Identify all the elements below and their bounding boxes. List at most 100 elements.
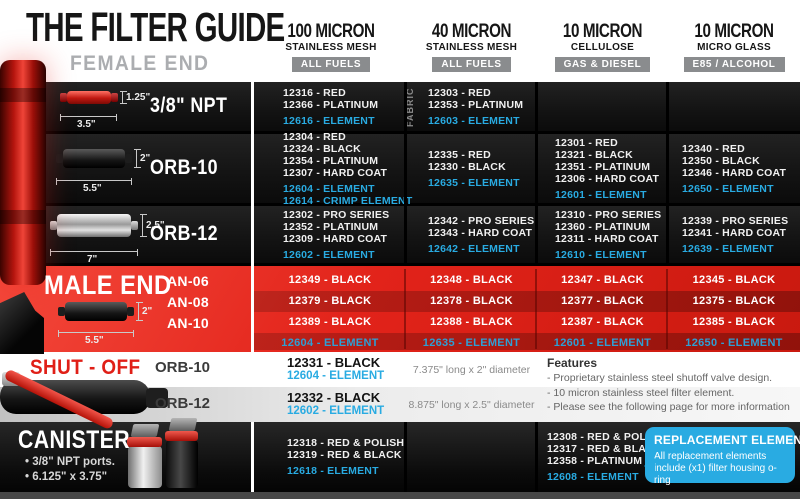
column-divider bbox=[535, 269, 537, 349]
part-number: 12351 - PLATINUM bbox=[555, 160, 651, 173]
cell-an10-microglass: 12385 - BLACK bbox=[692, 316, 776, 328]
fuel-badge: GAS & DIESEL bbox=[554, 57, 651, 72]
column-header-10-micron-microglass: 10 MICRON MICRO GLASS E85 / ALCOHOL bbox=[668, 22, 800, 72]
label-data-divider bbox=[251, 422, 254, 492]
part-number: 12304 - RED bbox=[283, 130, 346, 143]
row-stripe bbox=[253, 333, 800, 350]
npt-filter-illustration: 1.25" 3.5" bbox=[60, 91, 150, 130]
cell-an06-100micron: 12349 - BLACK bbox=[288, 274, 372, 286]
orb10-filter-illustration: 2" 5.5" bbox=[56, 149, 150, 194]
part-number: 12301 - RED bbox=[555, 136, 618, 149]
cell-orb10-microglass: 12340 - RED 12350 - BLACK 12346 - HARD COA… bbox=[669, 134, 797, 203]
canister-photo-polished bbox=[127, 424, 163, 488]
column-micron: 10 MICRON bbox=[562, 21, 643, 42]
part-number: 12303 - RED bbox=[428, 86, 491, 99]
part-number: 12358 - PLATINUM bbox=[547, 455, 643, 467]
element-cell-40micron: 12635 - ELEMENT bbox=[422, 337, 521, 349]
element-part-number: 12618 - ELEMENT bbox=[287, 465, 379, 477]
row-label-npt: 3/8" NPT bbox=[150, 94, 228, 117]
section-label-female-end: FEMALE END bbox=[70, 52, 210, 75]
part-number: 12311 - HARD COAT bbox=[555, 232, 659, 245]
part-number: 12318 - RED & POLISH bbox=[287, 437, 405, 449]
part-number: 12335 - RED bbox=[428, 148, 491, 161]
cell-orb12-cellulose: 12310 - PRO SERIES 12360 - PLATINUM 12311 … bbox=[539, 206, 667, 263]
dim-length: 7" bbox=[87, 254, 98, 265]
fuel-badge: ALL FUELS bbox=[291, 57, 371, 72]
element-cell-cellulose: 12601 - ELEMENT bbox=[553, 337, 652, 349]
row-label-an08: AN-08 bbox=[167, 294, 209, 310]
part-number: 12360 - PLATINUM bbox=[555, 220, 651, 233]
shutoff-valve-tip bbox=[146, 388, 168, 408]
element-part-number: 12604 - ELEMENT bbox=[287, 370, 385, 382]
callout-body: All replacement elements include (x1) fi… bbox=[654, 451, 777, 486]
dim-height: 2" bbox=[140, 153, 151, 164]
row-label-an06: AN-06 bbox=[167, 273, 209, 289]
dim-length: 5.5" bbox=[83, 183, 102, 194]
cell-an06-microglass: 12345 - BLACK bbox=[692, 274, 776, 286]
part-number: 12324 - BLACK bbox=[283, 142, 361, 155]
element-part-number: 12602 - ELEMENT bbox=[287, 405, 385, 417]
cell-shutoff-orb12: 12332 - BLACK 12602 - ELEMENT bbox=[287, 391, 384, 418]
element-part-number: 12614 - CRIMP ELEMENT bbox=[283, 194, 413, 207]
spec-bullet: • 3/8" NPT ports. bbox=[25, 456, 115, 468]
cell-orb12-microglass: 12339 - PRO SERIES 12341 - HARD COAT 1263… bbox=[669, 206, 797, 263]
fuel-badge: E85 / ALCOHOL bbox=[683, 57, 785, 72]
column-divider bbox=[535, 422, 538, 492]
part-number: 12306 - HARD COAT bbox=[555, 172, 660, 185]
part-number: 12331 - BLACK bbox=[287, 355, 381, 370]
column-micron: 10 MICRON bbox=[694, 21, 774, 42]
red-filter-photo bbox=[0, 60, 46, 285]
element-cell-100micron: 12604 - ELEMENT bbox=[281, 337, 379, 349]
element-part-number: 12639 - ELEMENT bbox=[682, 242, 774, 255]
part-number: 12317 - RED & BLACK bbox=[547, 443, 662, 455]
part-number: 12332 - BLACK bbox=[287, 390, 381, 405]
element-part-number: 12616 - ELEMENT bbox=[283, 114, 375, 127]
part-number: 12342 - PRO SERIES bbox=[428, 214, 535, 227]
bottom-bar bbox=[0, 492, 800, 499]
cell-canister-cellulose: 12308 - RED & POLISH 12317 - RED & BLACK 1… bbox=[539, 422, 667, 492]
column-divider bbox=[404, 82, 407, 266]
element-part-number: 12608 - ELEMENT bbox=[547, 471, 639, 483]
row-label-orb12: ORB-12 bbox=[150, 222, 219, 245]
cell-orb10-40micron: 12335 - RED 12330 - BLACK 12635 - ELEMENT bbox=[408, 134, 536, 203]
element-cell-microglass: 12650 - ELEMENT bbox=[685, 337, 783, 349]
column-header-10-micron-cellulose: 10 MICRON CELLULOSE GAS & DIESEL bbox=[537, 22, 668, 72]
page-title: THE FILTER GUIDE bbox=[26, 4, 285, 50]
cell-shutoff-orb10: 12331 - BLACK 12604 - ELEMENT bbox=[287, 356, 384, 383]
cell-orb10-100micron: 12304 - RED 12324 - BLACK 12354 - PLATINUM… bbox=[258, 130, 412, 207]
cell-orb12-100micron: 12302 - PRO SERIES 12352 - PLATINUM 12309 … bbox=[258, 206, 404, 263]
element-part-number: 12642 - ELEMENT bbox=[428, 242, 520, 255]
cell-npt-40micron: 12303 - RED 12353 - PLATINUM 12603 - ELEM… bbox=[408, 82, 536, 131]
cell-an06-40micron: 12348 - BLACK bbox=[430, 274, 513, 286]
fuel-badge: ALL FUELS bbox=[432, 57, 511, 72]
part-number: 12340 - RED bbox=[682, 142, 745, 155]
cell-an08-40micron: 12378 - BLACK bbox=[430, 295, 513, 307]
size-note-orb12: 8.875" long x 2.5" diameter bbox=[408, 399, 535, 411]
orb12-filter-illustration: 2.5" 7" bbox=[50, 214, 165, 265]
column-divider bbox=[666, 82, 669, 266]
element-part-number: 12610 - ELEMENT bbox=[555, 248, 647, 261]
column-header-40-micron: 40 MICRON STAINLESS MESH ALL FUELS bbox=[406, 22, 537, 72]
part-number: 12352 - PLATINUM bbox=[283, 220, 379, 233]
element-part-number: 12604 - ELEMENT bbox=[283, 182, 375, 195]
section-label-canister: CANISTER bbox=[18, 426, 131, 454]
features-title: Features bbox=[547, 356, 598, 370]
column-header-100-micron: 100 MICRON STAINLESS MESH ALL FUELS bbox=[256, 22, 406, 72]
part-number: 12346 - HARD COAT bbox=[682, 166, 787, 179]
cell-orb10-cellulose: 12301 - RED 12321 - BLACK 12351 - PLATINUM… bbox=[539, 134, 667, 203]
column-divider bbox=[666, 269, 668, 349]
column-media: CELLULOSE bbox=[570, 42, 635, 53]
canister-specs: • 3/8" NPT ports. • 6.125" x 3.75" bbox=[25, 455, 115, 485]
feature-line: - Proprietary stainless steel shutoff va… bbox=[547, 372, 773, 384]
column-media: MICRO GLASS bbox=[697, 42, 771, 53]
dim-height: 2.5" bbox=[146, 220, 165, 231]
cell-an08-100micron: 12379 - BLACK bbox=[288, 295, 372, 307]
element-part-number: 12650 - ELEMENT bbox=[682, 182, 774, 195]
feature-line: - 10 micron stainless steel filter eleme… bbox=[547, 386, 735, 399]
part-number: 12316 - RED bbox=[283, 86, 346, 99]
row-label-shutoff-orb10: ORB-10 bbox=[155, 359, 211, 376]
dim-height: 2" bbox=[142, 306, 153, 317]
cell-an10-cellulose: 12387 - BLACK bbox=[561, 316, 644, 328]
canister-photo-black bbox=[165, 418, 198, 488]
